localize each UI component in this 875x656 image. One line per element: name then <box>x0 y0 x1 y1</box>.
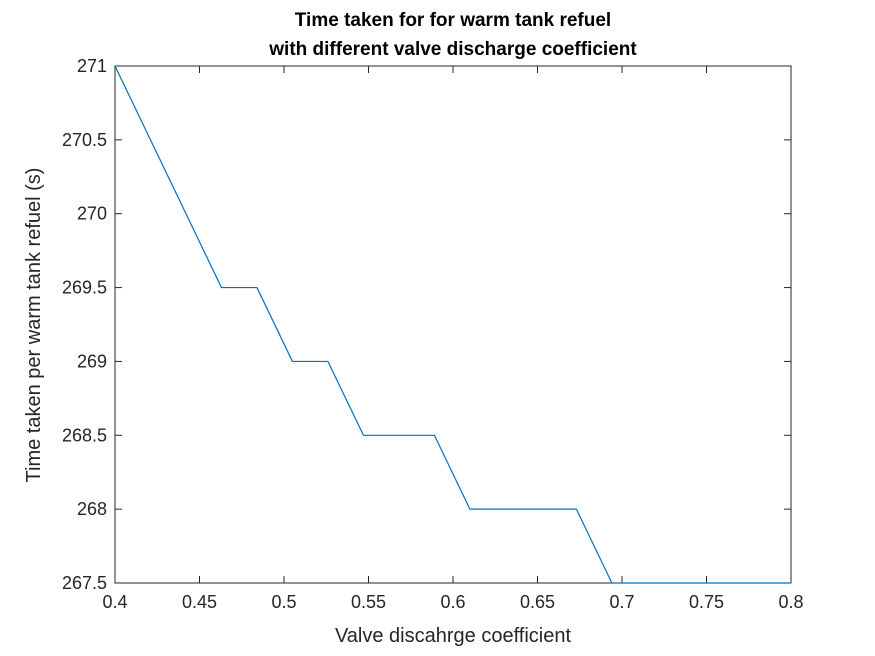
y-axis-ticks: 267.5 268 268.5 269 269.5 270 270.5 271 <box>62 56 791 593</box>
y-tick-label: 267.5 <box>62 573 107 593</box>
x-tick-label: 0.65 <box>520 592 555 612</box>
x-tick-label: 0.75 <box>689 592 724 612</box>
x-axis-label: Valve discahrge coefficient <box>335 625 572 647</box>
chart-title-line-1: Time taken for for warm tank refuel <box>295 10 611 31</box>
y-tick-label: 268 <box>77 499 107 519</box>
plot-area: 0.4 0.45 0.5 0.55 0.6 0.65 0.7 0.75 0.8 267.5 268… <box>62 56 804 612</box>
series-layer <box>114 65 791 584</box>
x-tick-label: 0.4 <box>102 592 127 612</box>
x-tick-label: 0.6 <box>440 592 465 612</box>
axes-box <box>114 65 792 584</box>
y-tick-label: 269.5 <box>62 278 107 298</box>
y-tick-label: 271 <box>77 56 107 76</box>
y-tick-label: 268.5 <box>62 425 107 445</box>
y-tick-label: 270.5 <box>62 130 107 150</box>
y-axis-label: Time taken per warm tank refuel (s) <box>23 168 45 483</box>
y-tick-label: 269 <box>77 351 107 371</box>
x-axis-ticks: 0.4 0.45 0.5 0.55 0.6 0.65 0.7 0.75 0.8 <box>102 66 804 612</box>
x-tick-label: 0.45 <box>182 592 217 612</box>
chart-title-line-2: with different valve discharge coefficie… <box>268 39 637 60</box>
series-line-1 <box>114 65 791 584</box>
x-tick-label: 0.8 <box>778 592 803 612</box>
y-tick-label: 270 <box>77 204 107 224</box>
x-tick-label: 0.5 <box>271 592 296 612</box>
x-tick-label: 0.55 <box>351 592 386 612</box>
x-tick-label: 0.7 <box>609 592 634 612</box>
